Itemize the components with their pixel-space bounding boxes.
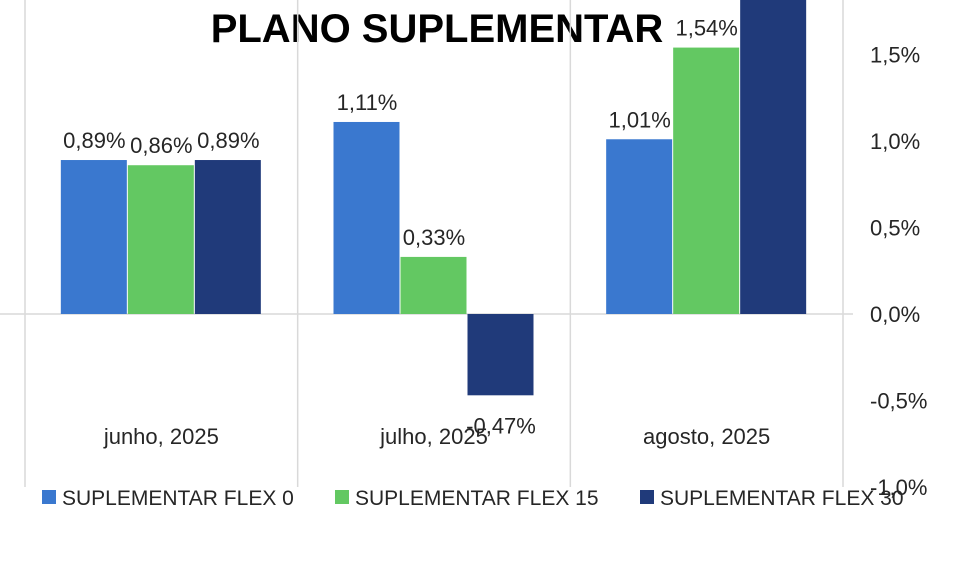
bar <box>467 314 534 396</box>
x-axis: junho, 2025 julho, 2025 agosto, 2025 <box>103 424 770 449</box>
bar <box>400 256 467 314</box>
y-tick-label: 0,5% <box>870 216 920 241</box>
data-label: 0,33% <box>403 225 465 250</box>
data-label: 0,89% <box>63 128 125 153</box>
bar <box>60 160 127 314</box>
data-label: -0,47% <box>466 413 536 438</box>
category-label: agosto, 2025 <box>643 424 770 449</box>
category-label: junho, 2025 <box>103 424 219 449</box>
bar <box>194 160 261 314</box>
category-label: julho, 2025 <box>379 424 488 449</box>
bar <box>127 165 194 314</box>
legend-swatch <box>335 490 349 504</box>
bar <box>606 139 673 314</box>
y-tick-label: -0,5% <box>870 389 927 414</box>
legend: SUPLEMENTAR FLEX 0 SUPLEMENTAR FLEX 15 SUP… <box>42 487 904 510</box>
bar <box>740 0 807 314</box>
y-tick-label: 0,0% <box>870 302 920 327</box>
legend-swatch <box>42 490 56 504</box>
y-tick-label: 1,5% <box>870 43 920 68</box>
data-label: 0,86% <box>130 133 192 158</box>
chart-title: PLANO SUPLEMENTAR <box>211 7 664 51</box>
y-tick-label: -1,0% <box>870 475 927 500</box>
legend-label: SUPLEMENTAR FLEX 0 <box>62 487 294 510</box>
legend-label: SUPLEMENTAR FLEX 15 <box>355 487 599 510</box>
y-tick-label: 1,0% <box>870 129 920 154</box>
data-label: 1,11% <box>337 90 398 115</box>
legend-swatch <box>640 490 654 504</box>
legend-label: SUPLEMENTAR FLEX 30 <box>660 487 904 510</box>
data-label: 0,89% <box>197 128 259 153</box>
y-axis: 2,5%2,0%1,5%1,0%0,5%0,0%-0,5%-1,0% <box>870 43 927 501</box>
data-labels: 0,89% 1,11% 1,01% 0,86% 0,33% 1,54% 0,89% -0,47… <box>63 16 738 439</box>
bar <box>333 121 400 314</box>
data-label: 1,01% <box>608 107 670 132</box>
bar <box>673 47 740 315</box>
bars <box>60 0 807 396</box>
data-label: 1,54% <box>675 16 737 41</box>
